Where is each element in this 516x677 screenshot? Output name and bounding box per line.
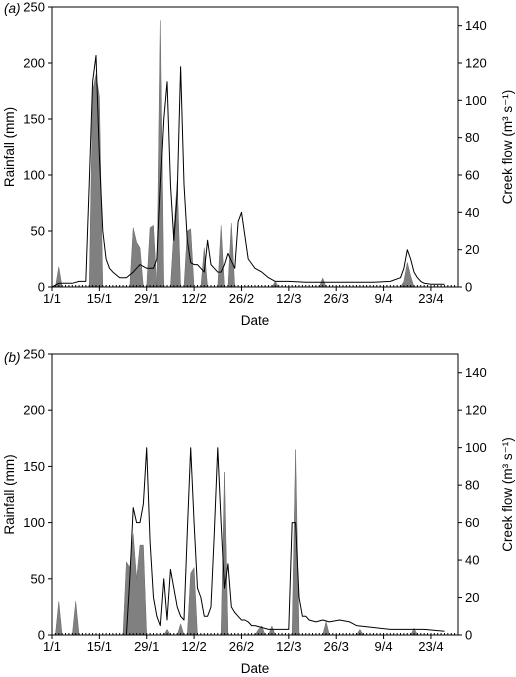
- panel-label: (a): [4, 1, 21, 16]
- x-tick-label: 26/2: [229, 639, 254, 654]
- y-right-tick-label: 20: [465, 590, 479, 605]
- y-right-tick-label: 100: [465, 93, 487, 108]
- x-tick-label: 1/1: [43, 291, 61, 306]
- y-right-tick-label: 60: [465, 515, 479, 530]
- x-tick-label: 12/2: [181, 291, 206, 306]
- y-right-axis-title: Creek flow (m³ s⁻¹): [500, 437, 515, 551]
- panel-a: 1/1 15/1 29/1 12/2 26/2 12/3 26/3 9/4 23/4 0 50 100…: [2, 0, 515, 328]
- x-tick-label: 26/2: [229, 291, 254, 306]
- y-right-tick-label: 40: [465, 205, 479, 220]
- y-right-tick-label: 140: [465, 18, 487, 33]
- x-tick-label: 15/1: [87, 291, 112, 306]
- x-tick-label: 29/1: [134, 291, 159, 306]
- y-left-tick-label: 50: [31, 571, 45, 586]
- x-tick-label: 26/3: [324, 291, 349, 306]
- x-axis-title: Date: [241, 313, 270, 328]
- y-right-tick-label: 0: [465, 280, 472, 295]
- y-right-tick-label: 100: [465, 440, 487, 455]
- plot-frame: [51, 353, 459, 636]
- y-right-tick-label: 120: [465, 56, 487, 71]
- y-right-tick-label: 40: [465, 553, 479, 568]
- y-left-axis-title: Rainfall (mm): [2, 107, 17, 187]
- x-tick-label: 1/1: [43, 639, 61, 654]
- creek-flow-line-series: [51, 55, 445, 288]
- y-right-tick-label: 20: [465, 242, 479, 257]
- x-tick-label: 26/3: [324, 639, 349, 654]
- y-left-tick-label: 0: [38, 280, 45, 295]
- y-left-tick-label: 100: [23, 168, 45, 183]
- y-right-tick-label: 0: [465, 628, 472, 643]
- y-right-tick-label: 80: [465, 130, 479, 145]
- y-left-tick-label: 150: [23, 112, 45, 127]
- x-tick-label: 9/4: [375, 639, 393, 654]
- creek-flow-line-series: [52, 447, 445, 636]
- panel-b: 1/1 15/1 29/1 12/2 26/2 12/3 26/3 9/4 23/4 0 50 100…: [2, 347, 515, 677]
- rainfall-area-series: [52, 449, 418, 636]
- y-left-axis-title: Rainfall (mm): [2, 454, 17, 534]
- y-left-tick-label: 50: [31, 224, 45, 239]
- y-left-tick-label: 250: [23, 347, 45, 362]
- y-left-tick-label: 150: [23, 459, 45, 474]
- x-tick-label: 12/2: [181, 639, 206, 654]
- y-left-tick-label: 100: [23, 515, 45, 530]
- x-tick-label: 15/1: [87, 639, 112, 654]
- rainfall-area-series: [52, 20, 418, 288]
- x-tick-label: 23/4: [418, 639, 443, 654]
- x-tick-label: 9/4: [375, 291, 393, 306]
- plot-frame: [51, 6, 459, 288]
- x-axis-title: Date: [241, 661, 270, 676]
- y-right-tick-label: 80: [465, 478, 479, 493]
- panel-label: (b): [4, 350, 21, 365]
- y-right-tick-label: 120: [465, 403, 487, 418]
- y-left-tick-label: 0: [38, 628, 45, 643]
- x-tick-label: 29/1: [134, 639, 159, 654]
- y-left-tick-label: 200: [23, 403, 45, 418]
- x-tick-label: 12/3: [276, 291, 301, 306]
- x-tick-label: 23/4: [418, 291, 443, 306]
- y-right-tick-label: 60: [465, 168, 479, 183]
- y-left-tick-label: 200: [23, 56, 45, 71]
- y-right-axis-title: Creek flow (m³ s⁻¹): [500, 90, 515, 204]
- y-left-tick-label: 250: [23, 0, 45, 15]
- x-tick-label: 12/3: [276, 639, 301, 654]
- y-right-tick-label: 140: [465, 365, 487, 380]
